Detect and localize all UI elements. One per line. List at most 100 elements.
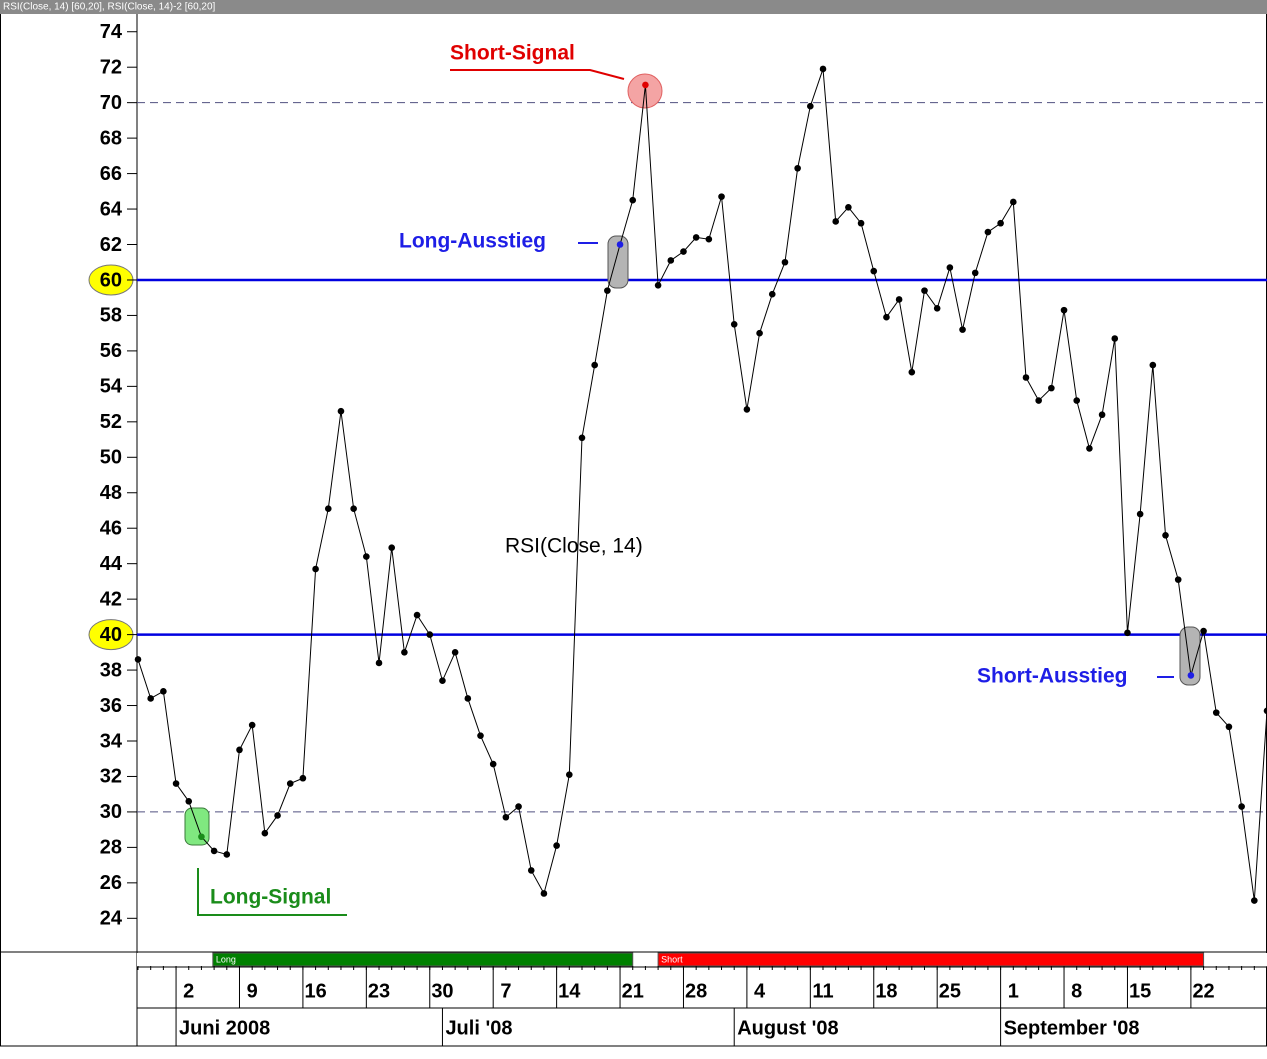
data-point xyxy=(1238,803,1245,810)
x-tick-label: 1 xyxy=(1008,980,1019,1002)
data-point xyxy=(1200,627,1207,635)
y-tick-label: 38 xyxy=(100,659,122,681)
data-point xyxy=(578,434,586,442)
data-point xyxy=(680,248,687,255)
data-point xyxy=(794,164,801,172)
month-label: Juni 2008 xyxy=(179,1017,270,1039)
points xyxy=(134,65,1267,904)
data-point xyxy=(845,203,852,211)
position-label: Long xyxy=(216,954,236,964)
month-label: August '08 xyxy=(737,1017,838,1039)
x-tick-label: 8 xyxy=(1071,980,1082,1002)
data-point xyxy=(1225,723,1233,731)
x-tick-label: 22 xyxy=(1192,980,1214,1002)
position-bar xyxy=(212,952,634,967)
x-tick-label: 28 xyxy=(685,980,707,1002)
data-point xyxy=(883,313,890,321)
y-tick-label: 34 xyxy=(100,730,123,752)
data-point xyxy=(172,780,180,787)
y-tick-label: 52 xyxy=(100,411,122,433)
annotation: Long-Ausstieg xyxy=(399,230,546,253)
x-tick-label: 11 xyxy=(812,980,833,1002)
data-point xyxy=(1187,672,1195,679)
data-point xyxy=(1136,510,1144,518)
data-point xyxy=(1086,445,1093,452)
data-point xyxy=(908,368,916,376)
data-point xyxy=(870,267,878,275)
data-point xyxy=(984,228,992,236)
data-point xyxy=(223,851,231,858)
data-point xyxy=(401,649,408,656)
data-point xyxy=(350,505,357,513)
data-point xyxy=(604,287,611,294)
data-point xyxy=(1048,384,1055,392)
data-point xyxy=(236,746,243,754)
data-point xyxy=(451,649,459,656)
data-point xyxy=(324,505,332,513)
data-point xyxy=(1111,335,1119,342)
x-tick-label: 2 xyxy=(183,980,194,1002)
y-tick-label: 26 xyxy=(100,872,122,894)
data-point xyxy=(439,677,446,685)
data-point xyxy=(1124,629,1131,637)
annotation: Short-Ausstieg xyxy=(977,665,1128,688)
data-point xyxy=(616,241,624,248)
y-tick-label: 58 xyxy=(100,305,122,327)
data-point xyxy=(692,234,700,241)
position-bar xyxy=(657,952,1205,967)
data-point xyxy=(515,803,522,810)
data-point xyxy=(591,361,598,369)
y-tick-label: 66 xyxy=(100,163,122,185)
long-signal-pointer xyxy=(197,868,347,916)
y-tick-label: 44 xyxy=(100,553,123,575)
data-point xyxy=(1174,576,1182,583)
data-point xyxy=(1212,709,1220,716)
data-point xyxy=(718,193,725,200)
data-point xyxy=(781,258,789,266)
data-point xyxy=(629,196,637,204)
data-point xyxy=(286,780,294,787)
x-tick-label: 4 xyxy=(754,980,766,1002)
data-point xyxy=(1035,397,1042,404)
y-tick-label: 54 xyxy=(100,376,123,398)
annotation: Short-Signal xyxy=(450,42,575,65)
header-bar xyxy=(0,0,1267,14)
x-tick-label: 25 xyxy=(939,980,961,1002)
short-signal-pointer xyxy=(450,69,625,80)
y-tick-label: 46 xyxy=(100,517,122,539)
data-point xyxy=(642,81,649,89)
data-point xyxy=(185,797,193,805)
data-point xyxy=(147,695,154,702)
data-point xyxy=(705,235,713,243)
data-point xyxy=(1263,707,1267,715)
y-tick-label: 40 xyxy=(100,624,122,646)
data-point xyxy=(667,257,675,264)
data-point xyxy=(971,269,979,277)
long-exit-box xyxy=(607,235,629,289)
y-tick-label: 74 xyxy=(100,21,123,43)
data-point xyxy=(1073,397,1081,404)
data-point xyxy=(1149,361,1157,369)
data-point xyxy=(464,695,472,702)
data-point xyxy=(527,867,535,874)
data-point xyxy=(261,829,269,837)
x-tick-label: 9 xyxy=(247,980,258,1002)
data-point xyxy=(1251,897,1258,904)
data-point xyxy=(210,847,218,855)
data-point xyxy=(756,329,763,337)
data-point xyxy=(933,305,941,312)
data-point xyxy=(997,219,1004,227)
x-tick-label: 16 xyxy=(304,980,326,1002)
data-point xyxy=(502,813,510,821)
y-tick-label: 70 xyxy=(100,92,122,114)
y-tick-label: 56 xyxy=(100,340,122,362)
data-point xyxy=(363,553,370,560)
data-point xyxy=(1162,532,1169,539)
y-tick-label: 30 xyxy=(100,801,122,823)
y-tick-label: 68 xyxy=(100,127,122,149)
data-point xyxy=(375,659,383,667)
y-tick-label: 60 xyxy=(100,269,122,291)
x-tick-label: 14 xyxy=(558,980,581,1002)
data-point xyxy=(819,65,827,73)
